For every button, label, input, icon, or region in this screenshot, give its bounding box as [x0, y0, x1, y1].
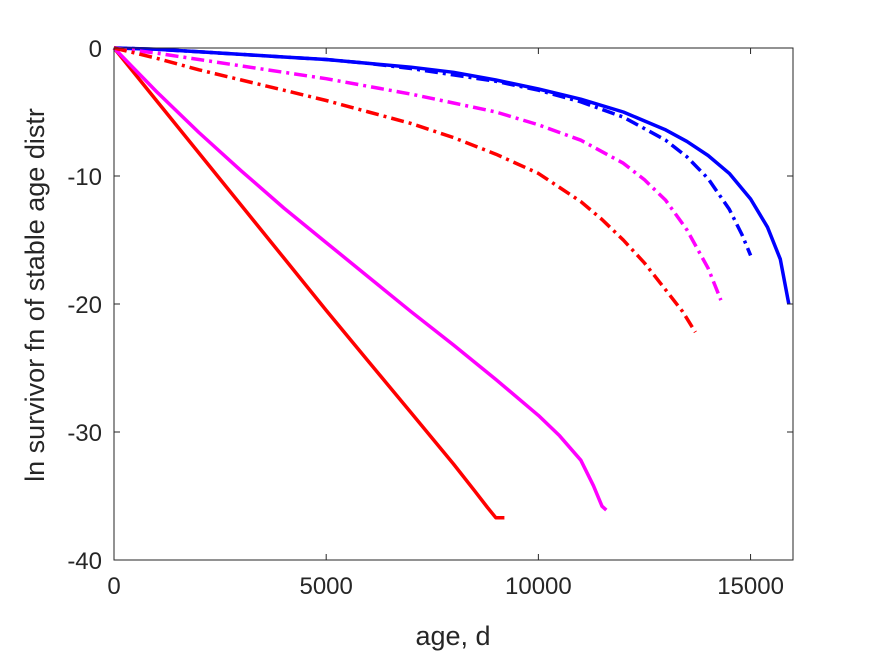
y-tick-label: -30: [67, 420, 102, 447]
y-axis-label: ln survivor fn of stable age distr: [20, 108, 50, 482]
y-tick-label: -40: [67, 548, 102, 575]
y-tick-label: -20: [67, 292, 102, 319]
series-line-5: [113, 46, 723, 301]
series-line-2: [112, 46, 608, 512]
x-tick-label: 15000: [717, 573, 784, 600]
x-ticks: 0 5000 10000 15000: [107, 48, 784, 600]
y-ticks: 0 -10 -20 -30 -40: [67, 36, 793, 575]
x-tick-label: 0: [107, 573, 120, 600]
x-tick-label: 5000: [299, 573, 352, 600]
series-layer: [112, 46, 791, 520]
series-line-4: [113, 46, 753, 257]
y-tick-label: -10: [67, 164, 102, 191]
series-line-6: [113, 46, 697, 334]
y-tick-label: 0: [89, 36, 102, 63]
plot-background: [114, 48, 793, 560]
x-axis-label: age, d: [415, 621, 490, 651]
x-tick-label: 10000: [505, 573, 572, 600]
series-line-1: [112, 46, 505, 520]
